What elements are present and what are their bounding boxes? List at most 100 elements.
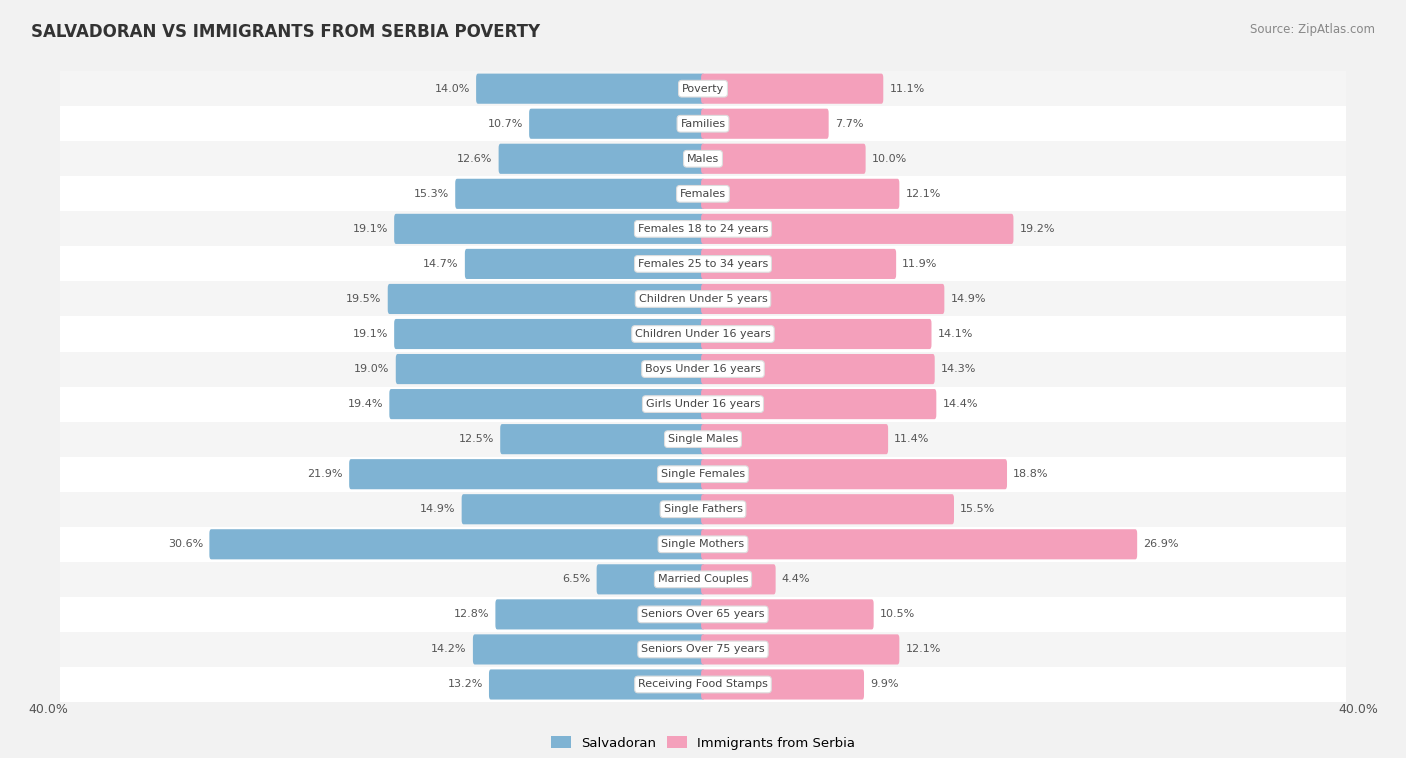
FancyBboxPatch shape — [702, 564, 776, 594]
FancyBboxPatch shape — [702, 179, 900, 209]
Text: 12.8%: 12.8% — [454, 609, 489, 619]
Bar — [60, 106, 1346, 141]
Bar — [60, 141, 1346, 177]
Text: 18.8%: 18.8% — [1014, 469, 1049, 479]
Bar — [60, 456, 1346, 492]
FancyBboxPatch shape — [394, 214, 704, 244]
Text: 40.0%: 40.0% — [28, 703, 67, 716]
FancyBboxPatch shape — [702, 249, 896, 279]
Text: 10.5%: 10.5% — [880, 609, 915, 619]
FancyBboxPatch shape — [702, 669, 865, 700]
Text: Females: Females — [681, 189, 725, 199]
Bar — [60, 387, 1346, 421]
Bar — [60, 352, 1346, 387]
FancyBboxPatch shape — [702, 74, 883, 104]
FancyBboxPatch shape — [702, 389, 936, 419]
Text: 12.1%: 12.1% — [905, 644, 941, 654]
FancyBboxPatch shape — [702, 424, 889, 454]
Text: 19.2%: 19.2% — [1019, 224, 1054, 234]
Text: 19.1%: 19.1% — [353, 224, 388, 234]
Text: Females 25 to 34 years: Females 25 to 34 years — [638, 259, 768, 269]
Text: 14.7%: 14.7% — [423, 259, 458, 269]
FancyBboxPatch shape — [465, 249, 704, 279]
FancyBboxPatch shape — [702, 319, 932, 349]
Text: 40.0%: 40.0% — [1339, 703, 1378, 716]
Text: 14.0%: 14.0% — [434, 83, 470, 94]
FancyBboxPatch shape — [209, 529, 704, 559]
Bar — [60, 317, 1346, 352]
Bar — [60, 211, 1346, 246]
Text: 30.6%: 30.6% — [169, 539, 204, 550]
FancyBboxPatch shape — [394, 319, 704, 349]
Text: 11.4%: 11.4% — [894, 434, 929, 444]
FancyBboxPatch shape — [702, 108, 828, 139]
Text: Single Females: Single Females — [661, 469, 745, 479]
Text: 15.3%: 15.3% — [413, 189, 449, 199]
Text: 13.2%: 13.2% — [447, 679, 482, 690]
Text: 11.1%: 11.1% — [890, 83, 925, 94]
Text: 4.4%: 4.4% — [782, 575, 810, 584]
FancyBboxPatch shape — [461, 494, 704, 525]
Text: 12.1%: 12.1% — [905, 189, 941, 199]
Text: 14.2%: 14.2% — [432, 644, 467, 654]
Bar — [60, 562, 1346, 597]
Bar — [60, 177, 1346, 211]
FancyBboxPatch shape — [702, 634, 900, 665]
FancyBboxPatch shape — [529, 108, 704, 139]
Bar — [60, 492, 1346, 527]
Text: 19.0%: 19.0% — [354, 364, 389, 374]
Text: 21.9%: 21.9% — [308, 469, 343, 479]
Text: Single Males: Single Males — [668, 434, 738, 444]
Text: 19.5%: 19.5% — [346, 294, 381, 304]
Bar — [60, 421, 1346, 456]
Legend: Salvadoran, Immigrants from Serbia: Salvadoran, Immigrants from Serbia — [546, 731, 860, 755]
Text: 14.4%: 14.4% — [942, 399, 979, 409]
FancyBboxPatch shape — [702, 529, 1137, 559]
Text: 15.5%: 15.5% — [960, 504, 995, 514]
Bar — [60, 667, 1346, 702]
FancyBboxPatch shape — [456, 179, 704, 209]
FancyBboxPatch shape — [702, 600, 873, 629]
FancyBboxPatch shape — [596, 564, 704, 594]
FancyBboxPatch shape — [499, 144, 704, 174]
FancyBboxPatch shape — [477, 74, 704, 104]
FancyBboxPatch shape — [702, 354, 935, 384]
Text: Boys Under 16 years: Boys Under 16 years — [645, 364, 761, 374]
Text: Females 18 to 24 years: Females 18 to 24 years — [638, 224, 768, 234]
Text: Children Under 5 years: Children Under 5 years — [638, 294, 768, 304]
Text: 14.9%: 14.9% — [950, 294, 986, 304]
Text: Seniors Over 65 years: Seniors Over 65 years — [641, 609, 765, 619]
Text: Males: Males — [688, 154, 718, 164]
Text: Married Couples: Married Couples — [658, 575, 748, 584]
Text: 14.3%: 14.3% — [941, 364, 976, 374]
FancyBboxPatch shape — [388, 284, 704, 314]
Text: 7.7%: 7.7% — [835, 119, 863, 129]
Text: Seniors Over 75 years: Seniors Over 75 years — [641, 644, 765, 654]
FancyBboxPatch shape — [702, 494, 955, 525]
FancyBboxPatch shape — [472, 634, 704, 665]
Bar — [60, 281, 1346, 317]
Text: Source: ZipAtlas.com: Source: ZipAtlas.com — [1250, 23, 1375, 36]
Text: 19.4%: 19.4% — [347, 399, 384, 409]
Text: Families: Families — [681, 119, 725, 129]
Text: 9.9%: 9.9% — [870, 679, 898, 690]
FancyBboxPatch shape — [702, 459, 1007, 489]
Bar — [60, 632, 1346, 667]
Text: 6.5%: 6.5% — [562, 575, 591, 584]
Text: 10.0%: 10.0% — [872, 154, 907, 164]
Text: Poverty: Poverty — [682, 83, 724, 94]
Text: Girls Under 16 years: Girls Under 16 years — [645, 399, 761, 409]
Text: Receiving Food Stamps: Receiving Food Stamps — [638, 679, 768, 690]
FancyBboxPatch shape — [702, 214, 1014, 244]
Text: 12.6%: 12.6% — [457, 154, 492, 164]
Bar — [60, 527, 1346, 562]
FancyBboxPatch shape — [489, 669, 704, 700]
Bar — [60, 246, 1346, 281]
FancyBboxPatch shape — [389, 389, 704, 419]
Text: 12.5%: 12.5% — [458, 434, 494, 444]
FancyBboxPatch shape — [349, 459, 704, 489]
Text: Children Under 16 years: Children Under 16 years — [636, 329, 770, 339]
Text: 14.1%: 14.1% — [938, 329, 973, 339]
FancyBboxPatch shape — [495, 600, 704, 629]
Text: SALVADORAN VS IMMIGRANTS FROM SERBIA POVERTY: SALVADORAN VS IMMIGRANTS FROM SERBIA POV… — [31, 23, 540, 41]
